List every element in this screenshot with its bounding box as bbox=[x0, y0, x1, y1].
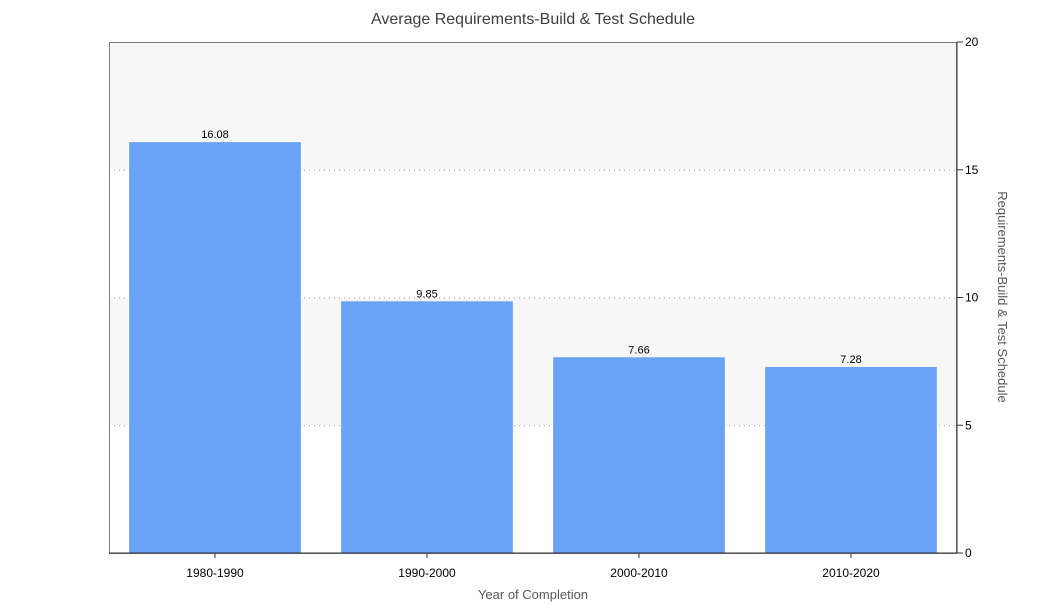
data-labels: 16.08 9.85 7.66 7.28 bbox=[201, 129, 861, 366]
y-tick-label: 5 bbox=[965, 418, 972, 432]
y-tick-label: 0 bbox=[965, 546, 972, 560]
y-tick-label: 10 bbox=[965, 291, 979, 305]
x-tick-label: 2010-2020 bbox=[822, 566, 880, 580]
y-tick-label: 20 bbox=[965, 35, 979, 49]
x-tick-label: 2000-2010 bbox=[610, 566, 668, 580]
data-label: 16.08 bbox=[201, 129, 229, 141]
bars bbox=[129, 142, 937, 553]
bar-1980-1990 bbox=[129, 142, 301, 553]
bar-1990-2000 bbox=[341, 301, 513, 553]
x-tick-label: 1980-1990 bbox=[186, 566, 244, 580]
data-label: 7.66 bbox=[628, 344, 649, 356]
x-axis-ticks: 1980-1990 1990-2000 2000-2010 2010-2020 bbox=[186, 553, 880, 580]
y-axis-ticks: 0 5 10 15 20 bbox=[957, 35, 979, 560]
bar-2000-2010 bbox=[553, 357, 725, 553]
chart-title: Average Requirements-Build & Test Schedu… bbox=[371, 11, 695, 28]
y-axis-title: Requirements-Build & Test Schedule bbox=[995, 191, 1010, 403]
x-axis-title: Year of Completion bbox=[478, 587, 588, 602]
bar-2010-2020 bbox=[765, 366, 937, 553]
y-tick-label: 15 bbox=[965, 163, 979, 177]
data-label: 9.85 bbox=[416, 288, 437, 300]
x-tick-label: 1990-2000 bbox=[398, 566, 456, 580]
data-label: 7.28 bbox=[840, 354, 861, 366]
